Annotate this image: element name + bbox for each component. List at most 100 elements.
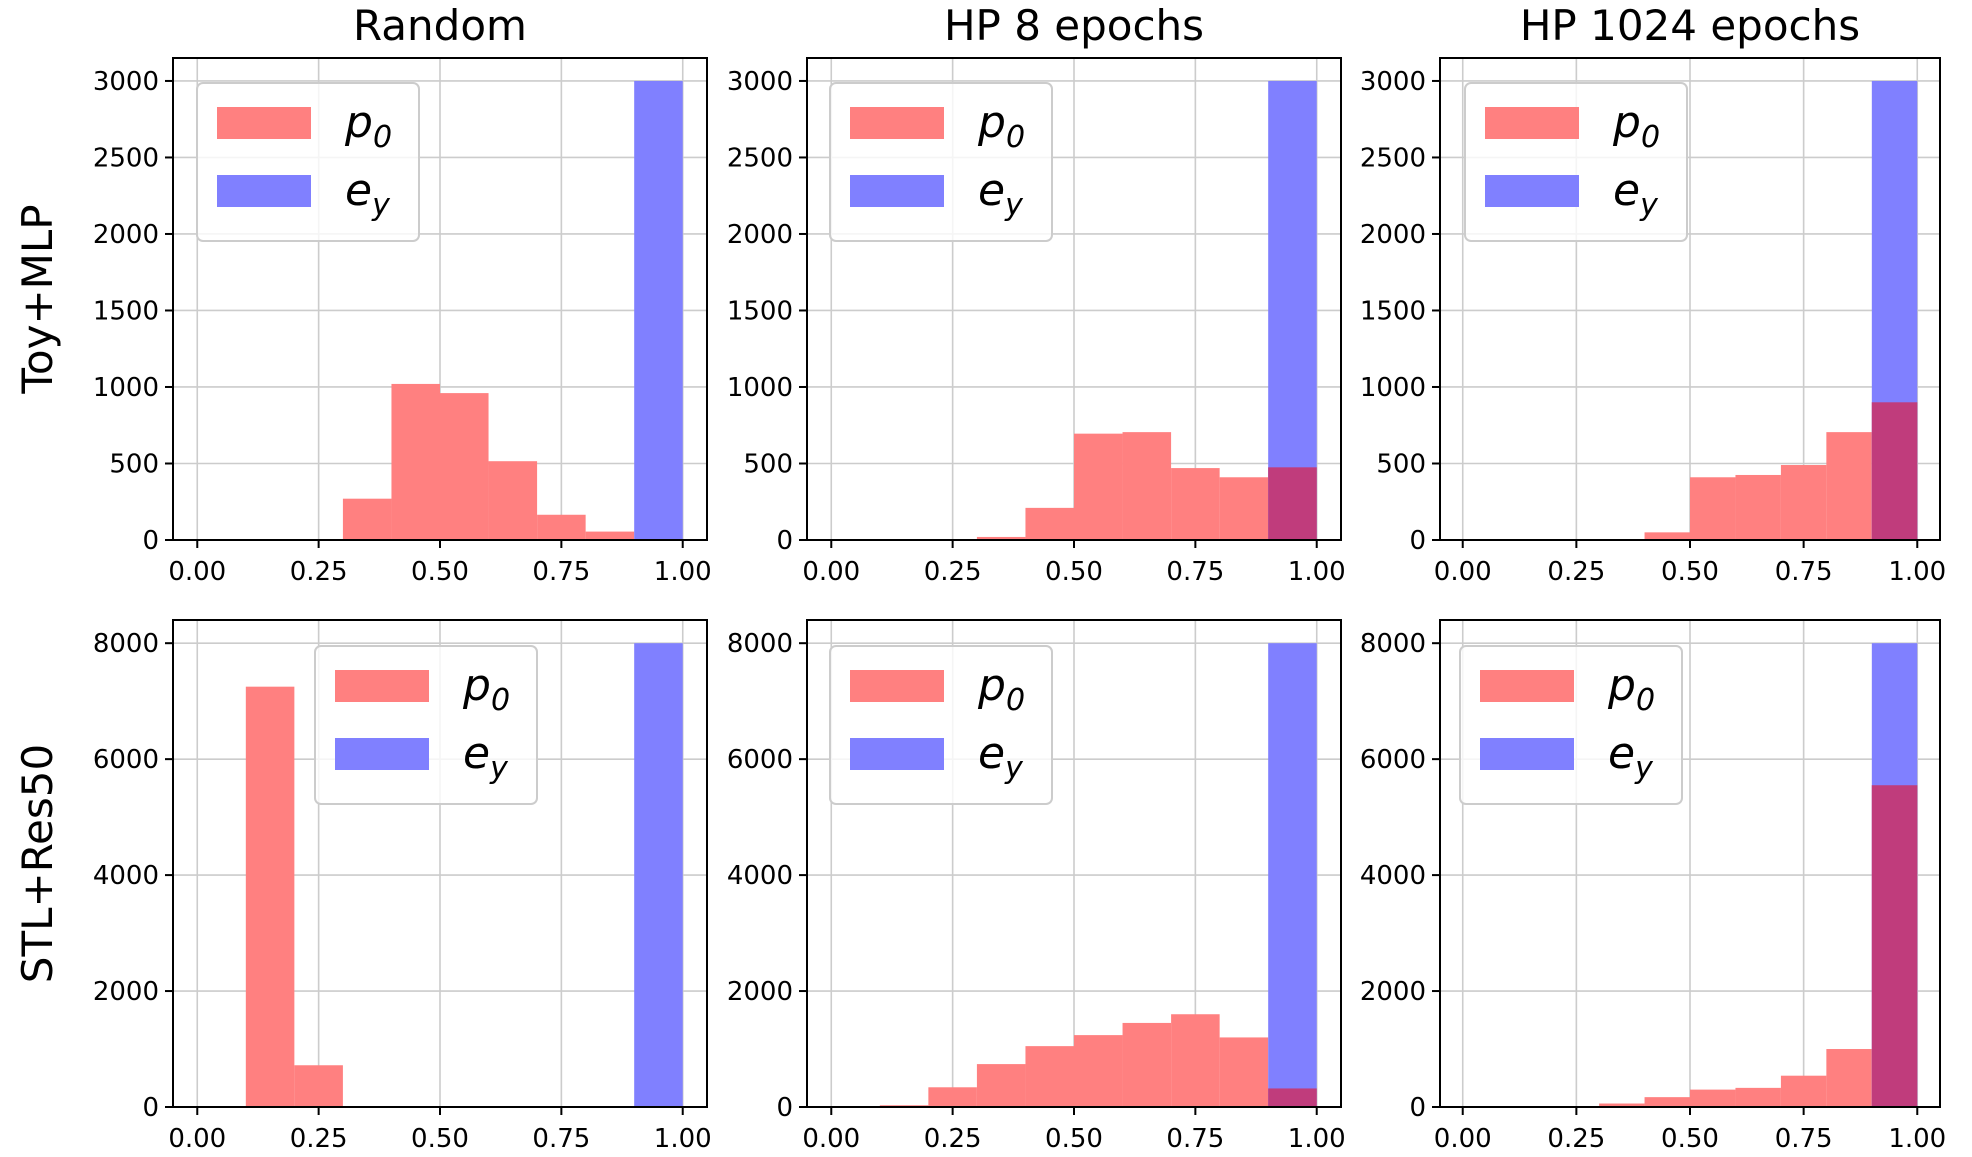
y-tick-label: 1500 [1360, 296, 1426, 326]
legend-label-subscript: 0 [373, 120, 392, 155]
legend-label-ey: ey [463, 728, 509, 786]
y-tick-label: 1500 [727, 296, 793, 326]
x-tick-label: 0.25 [290, 1124, 348, 1154]
legend-label-subscript: 0 [1636, 683, 1655, 718]
legend-swatch-p0 [335, 670, 429, 702]
bar-p0-bin-8 [1219, 1037, 1269, 1107]
y-tick-label: 4000 [93, 861, 159, 891]
bar-overlap-bin-9 [1268, 467, 1317, 540]
bar-ey-bin-9 [1268, 80, 1317, 540]
legend-swatch-ey [1480, 738, 1574, 770]
legend-swatch-ey [1485, 175, 1579, 207]
legend-swatch-p0 [850, 107, 944, 139]
y-tick-label: 6000 [1360, 745, 1426, 775]
bar-p0-bin-2 [928, 1087, 977, 1107]
legend-label-p0: p0 [1607, 660, 1655, 718]
legend-label-subscript: y [1004, 751, 1024, 786]
legend-label-base: e [1613, 165, 1640, 216]
legend-swatch-ey [850, 738, 944, 770]
bar-p0-bin-5 [1690, 1089, 1736, 1107]
bar-p0-bin-2 [294, 1065, 343, 1107]
y-tick-label: 1500 [93, 296, 159, 326]
x-tick-label: 1.00 [1888, 557, 1946, 587]
y-tick-label: 3000 [727, 67, 793, 97]
y-tick-label: 0 [776, 526, 793, 556]
bar-p0-bin-6 [1735, 1087, 1781, 1107]
x-tick-label: 0.50 [1661, 1124, 1719, 1154]
x-tick-label: 1.00 [654, 1124, 712, 1154]
y-tick-label: 8000 [727, 629, 793, 659]
panel-4: 0.00 0.25 0.50 0.75 1.00 0 2000 4000 6000 8000 STL… [13, 619, 712, 1154]
row-label: Toy+MLP [13, 204, 62, 394]
legend-label-base: p [1612, 97, 1641, 148]
legend-swatch-p0 [1480, 670, 1574, 702]
bar-overlap-bin-9 [1871, 785, 1918, 1107]
legend-label-p0: p0 [977, 660, 1025, 718]
bar-p0-bin-5 [1074, 433, 1123, 540]
column-title: Random [353, 1, 527, 50]
legend-swatch-p0 [1485, 107, 1579, 139]
legend-label-base: p [977, 660, 1006, 711]
bar-p0-bin-3 [976, 536, 1026, 540]
legend-label-subscript: y [1639, 188, 1659, 223]
panel-1: 0.00 0.25 0.50 0.75 1.00 0 500 1000 1500 2000 2500… [13, 1, 712, 587]
legend-label-p0: p0 [1612, 97, 1660, 155]
y-tick-label: 2000 [727, 220, 793, 250]
x-tick-label: 0.25 [1547, 1124, 1605, 1154]
legend-swatch-ey [335, 738, 429, 770]
y-tick-label: 2000 [1360, 220, 1426, 250]
bar-p0-bin-6 [488, 461, 538, 540]
y-tick-label: 1000 [1360, 373, 1426, 403]
row-label: STL+Res50 [13, 744, 62, 983]
y-tick-label: 0 [1409, 526, 1426, 556]
bar-p0-bin-3 [976, 1064, 1026, 1107]
legend-label-base: e [978, 728, 1005, 779]
bar-p0-bin-7 [537, 514, 586, 540]
bar-p0-bin-7 [1171, 468, 1220, 540]
bar-ey-bin-9 [634, 643, 683, 1107]
y-tick-label: 4000 [727, 861, 793, 891]
bar-p0-bin-4 [1025, 507, 1074, 540]
bar-p0-bin-6 [1122, 1022, 1172, 1107]
bar-p0-bin-7 [1171, 1014, 1220, 1107]
y-tick-label: 1000 [93, 373, 159, 403]
y-tick-label: 8000 [93, 629, 159, 659]
bar-p0-bin-6 [1122, 432, 1172, 540]
bar-p0-bin-7 [1780, 465, 1827, 540]
legend-label-subscript: y [1634, 751, 1654, 786]
panel-3: 0.00 0.25 0.50 0.75 1.00 0 500 1000 1500 2000 2500… [1360, 1, 1946, 587]
bar-p0-bin-3 [342, 498, 392, 540]
y-tick-label: 2500 [1360, 143, 1426, 173]
legend-label-subscript: 0 [491, 683, 510, 718]
bar-p0-bin-4 [391, 383, 440, 540]
y-tick-label: 500 [1376, 449, 1426, 479]
y-tick-label: 500 [109, 449, 159, 479]
panel-6: 0.00 0.25 0.50 0.75 1.0002000400060008000p0e… [1360, 619, 1946, 1154]
legend-swatch-p0 [850, 670, 944, 702]
x-tick-label: 0.25 [924, 1124, 982, 1154]
x-tick-label: 0.50 [1661, 557, 1719, 587]
bar-p0-bin-3 [1599, 1103, 1645, 1107]
x-tick-label: 0.25 [1547, 557, 1605, 587]
bar-p0-bin-8 [1826, 432, 1872, 540]
x-tick-label: 1.00 [654, 557, 712, 587]
y-tick-label: 2000 [1360, 977, 1426, 1007]
y-tick-label: 2000 [727, 977, 793, 1007]
column-title: HP 8 epochs [944, 1, 1204, 50]
bar-ey-bin-9 [1268, 643, 1317, 1107]
bar-p0-bin-5 [1690, 477, 1736, 540]
x-tick-label: 0.25 [924, 557, 982, 587]
legend-label-ey: ey [1613, 165, 1659, 223]
legend-label-p0: p0 [977, 97, 1025, 155]
x-tick-label: 0.75 [532, 1124, 590, 1154]
y-tick-label: 3000 [93, 67, 159, 97]
x-tick-label: 0.00 [1434, 1124, 1492, 1154]
legend-swatch-ey [217, 175, 311, 207]
bar-p0-bin-5 [1074, 1035, 1123, 1107]
y-tick-label: 2500 [727, 143, 793, 173]
x-tick-label: 0.50 [411, 557, 469, 587]
x-tick-label: 1.00 [1288, 1124, 1346, 1154]
y-tick-label: 6000 [93, 745, 159, 775]
